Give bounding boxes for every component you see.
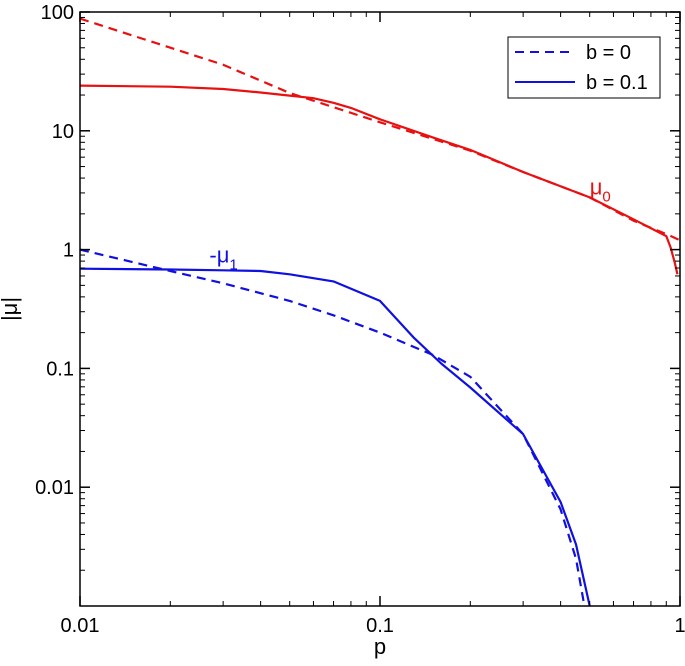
legend-label-b0: b = 0 [586, 42, 631, 64]
x-tick-label: 0.01 [61, 615, 100, 637]
series-line-1 [80, 84, 679, 275]
curve-annotation-1: -μ1 [209, 242, 237, 273]
y-tick-label: 100 [41, 2, 74, 24]
x-tick-label: 0.1 [366, 615, 394, 637]
y-tick-label: 1 [63, 240, 74, 262]
plot-frame [79, 11, 681, 607]
legend-box [507, 36, 661, 99]
series-line-2 [80, 248, 586, 606]
legend-label-b01: b = 0.1 [586, 72, 648, 94]
y-axis-title: |μ| [0, 297, 22, 321]
x-tick-label: 1 [674, 615, 685, 637]
y-tick-label: 0.1 [46, 358, 74, 380]
series-line-3 [80, 267, 591, 606]
y-tick-label: 0.01 [35, 477, 74, 499]
curve-annotation-0: μ0 [590, 175, 611, 206]
y-tick-label: 10 [52, 121, 74, 143]
legend: b = 0 b = 0.1 [507, 36, 661, 99]
x-axis-title: p [374, 634, 386, 659]
